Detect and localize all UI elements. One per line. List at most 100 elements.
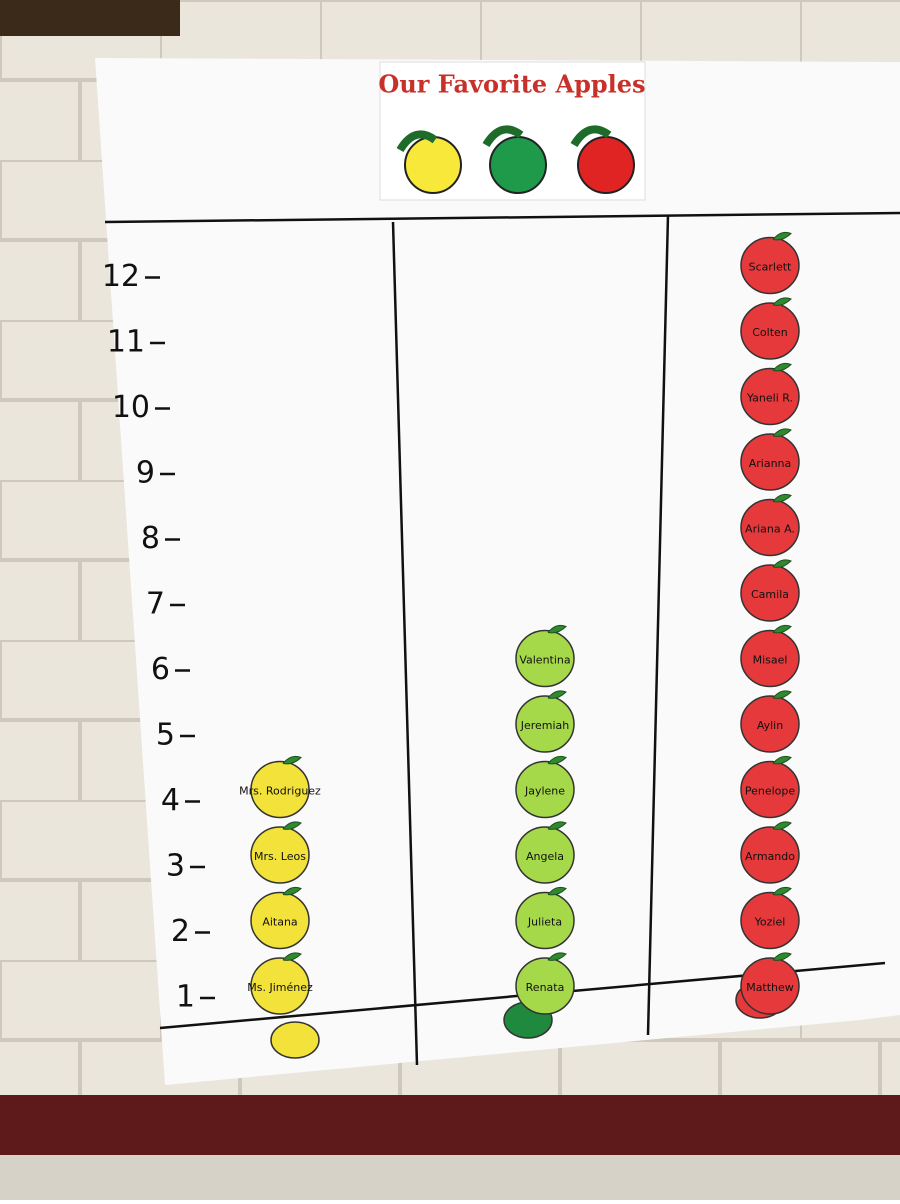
apple: Colten — [740, 297, 800, 360]
apple-body — [515, 891, 575, 950]
apple: Julieta — [515, 886, 575, 950]
apple-body — [515, 760, 575, 819]
apple: Angela — [515, 821, 575, 884]
apple-body — [740, 891, 800, 950]
apple-body — [740, 760, 800, 819]
apple-body — [740, 564, 800, 622]
apple-body — [515, 629, 575, 688]
apple-name: Angela — [526, 850, 564, 863]
apple-leaf — [547, 624, 567, 634]
apple-name: Aylin — [757, 719, 783, 732]
apple-name: Jaylene — [524, 785, 565, 798]
apple: Misael — [740, 624, 800, 688]
apple: Jeremiah — [515, 690, 575, 753]
apple-body — [250, 891, 310, 950]
apple-name: Mrs. Rodriguez — [239, 785, 321, 798]
apple-name: Ms. Jiménez — [247, 981, 313, 994]
apple: Matthew — [740, 952, 800, 1015]
apple-body — [740, 236, 800, 295]
apple-body — [740, 498, 800, 557]
apple-name: Armando — [745, 850, 795, 863]
apple-body — [250, 760, 310, 819]
apple-leaf — [772, 493, 792, 503]
apple: Camila — [740, 559, 800, 622]
title-apples — [396, 125, 635, 194]
apple-name: Jeremiah — [520, 719, 570, 732]
apple-leaf — [772, 362, 792, 372]
apple-leaf — [772, 428, 792, 437]
apple-leaf — [282, 952, 302, 961]
apple: Jaylene — [515, 755, 575, 819]
apple-leaf — [772, 755, 792, 765]
apple: Armando — [740, 821, 800, 884]
apple-body — [740, 367, 800, 426]
apple: Ariana A. — [740, 493, 800, 557]
apple: Aitana — [250, 886, 310, 950]
apple-body — [515, 826, 575, 884]
axis-label: 8 — [141, 521, 160, 556]
apple-name: Mrs. Leos — [254, 850, 306, 863]
apple-name: Camila — [751, 588, 789, 601]
axis-label: 4 — [161, 783, 180, 818]
apple: Arianna — [740, 428, 800, 491]
apple-body — [740, 957, 800, 1015]
column-icon — [270, 1021, 320, 1059]
baseboard — [0, 1095, 900, 1155]
apple-leaf — [772, 297, 792, 306]
apple-name: Ariana A. — [745, 523, 795, 536]
axis-label: 6 — [151, 652, 170, 687]
apple: Mrs. Rodriguez — [239, 755, 321, 819]
axis-label: 10 — [112, 390, 150, 425]
apple-body — [740, 433, 800, 491]
apple-leaf — [282, 886, 302, 896]
apple: Yaneli R. — [740, 362, 800, 426]
apple-name: Yoziel — [754, 916, 786, 929]
apple-leaf — [547, 821, 567, 830]
apple-name: Arianna — [749, 457, 792, 470]
apple: Yoziel — [740, 886, 800, 950]
apple-body — [740, 695, 800, 753]
apple-name: Penelope — [745, 785, 796, 798]
title: Our Favorite Apples — [378, 70, 645, 99]
apple-leaf — [282, 755, 302, 765]
apple-name: Valentina — [519, 654, 570, 667]
apple-leaf — [547, 690, 567, 699]
apple-body — [250, 957, 310, 1015]
poster-paper — [95, 58, 900, 1085]
axis-label: 11 — [107, 325, 145, 360]
apple-leaf — [547, 952, 567, 961]
apple-body — [740, 629, 800, 688]
apple-name: Colten — [752, 326, 788, 339]
apple-body — [740, 826, 800, 884]
apple-leaf — [772, 821, 792, 830]
apple-leaf — [547, 755, 567, 765]
apple: Ms. Jiménez — [247, 952, 313, 1015]
apple-body — [740, 302, 800, 360]
apple-name: Renata — [526, 981, 565, 994]
apple: Renata — [515, 952, 575, 1015]
apple-leaf — [772, 559, 792, 568]
apple-name: Yaneli R. — [746, 392, 793, 405]
apple: Mrs. Leos — [250, 821, 310, 884]
grid — [104, 211, 900, 1066]
apple-name: Scarlett — [749, 261, 792, 274]
axis-label: 12 — [102, 259, 140, 294]
apple-leaf — [772, 231, 792, 241]
apple-body — [515, 957, 575, 1015]
frame — [0, 0, 180, 36]
apple: Scarlett — [740, 231, 800, 295]
apple-leaf — [772, 886, 792, 896]
axis-label: 2 — [171, 914, 190, 949]
axis-label: 7 — [146, 587, 165, 622]
apple-leaf — [772, 952, 792, 961]
axis-label: 3 — [166, 849, 185, 884]
apple-name: Matthew — [746, 981, 794, 994]
apple-leaf — [772, 690, 792, 699]
apple-leaf — [282, 821, 302, 830]
apple-leaf — [547, 886, 567, 896]
apple-name: Julieta — [527, 916, 562, 929]
apple: Valentina — [515, 624, 575, 688]
